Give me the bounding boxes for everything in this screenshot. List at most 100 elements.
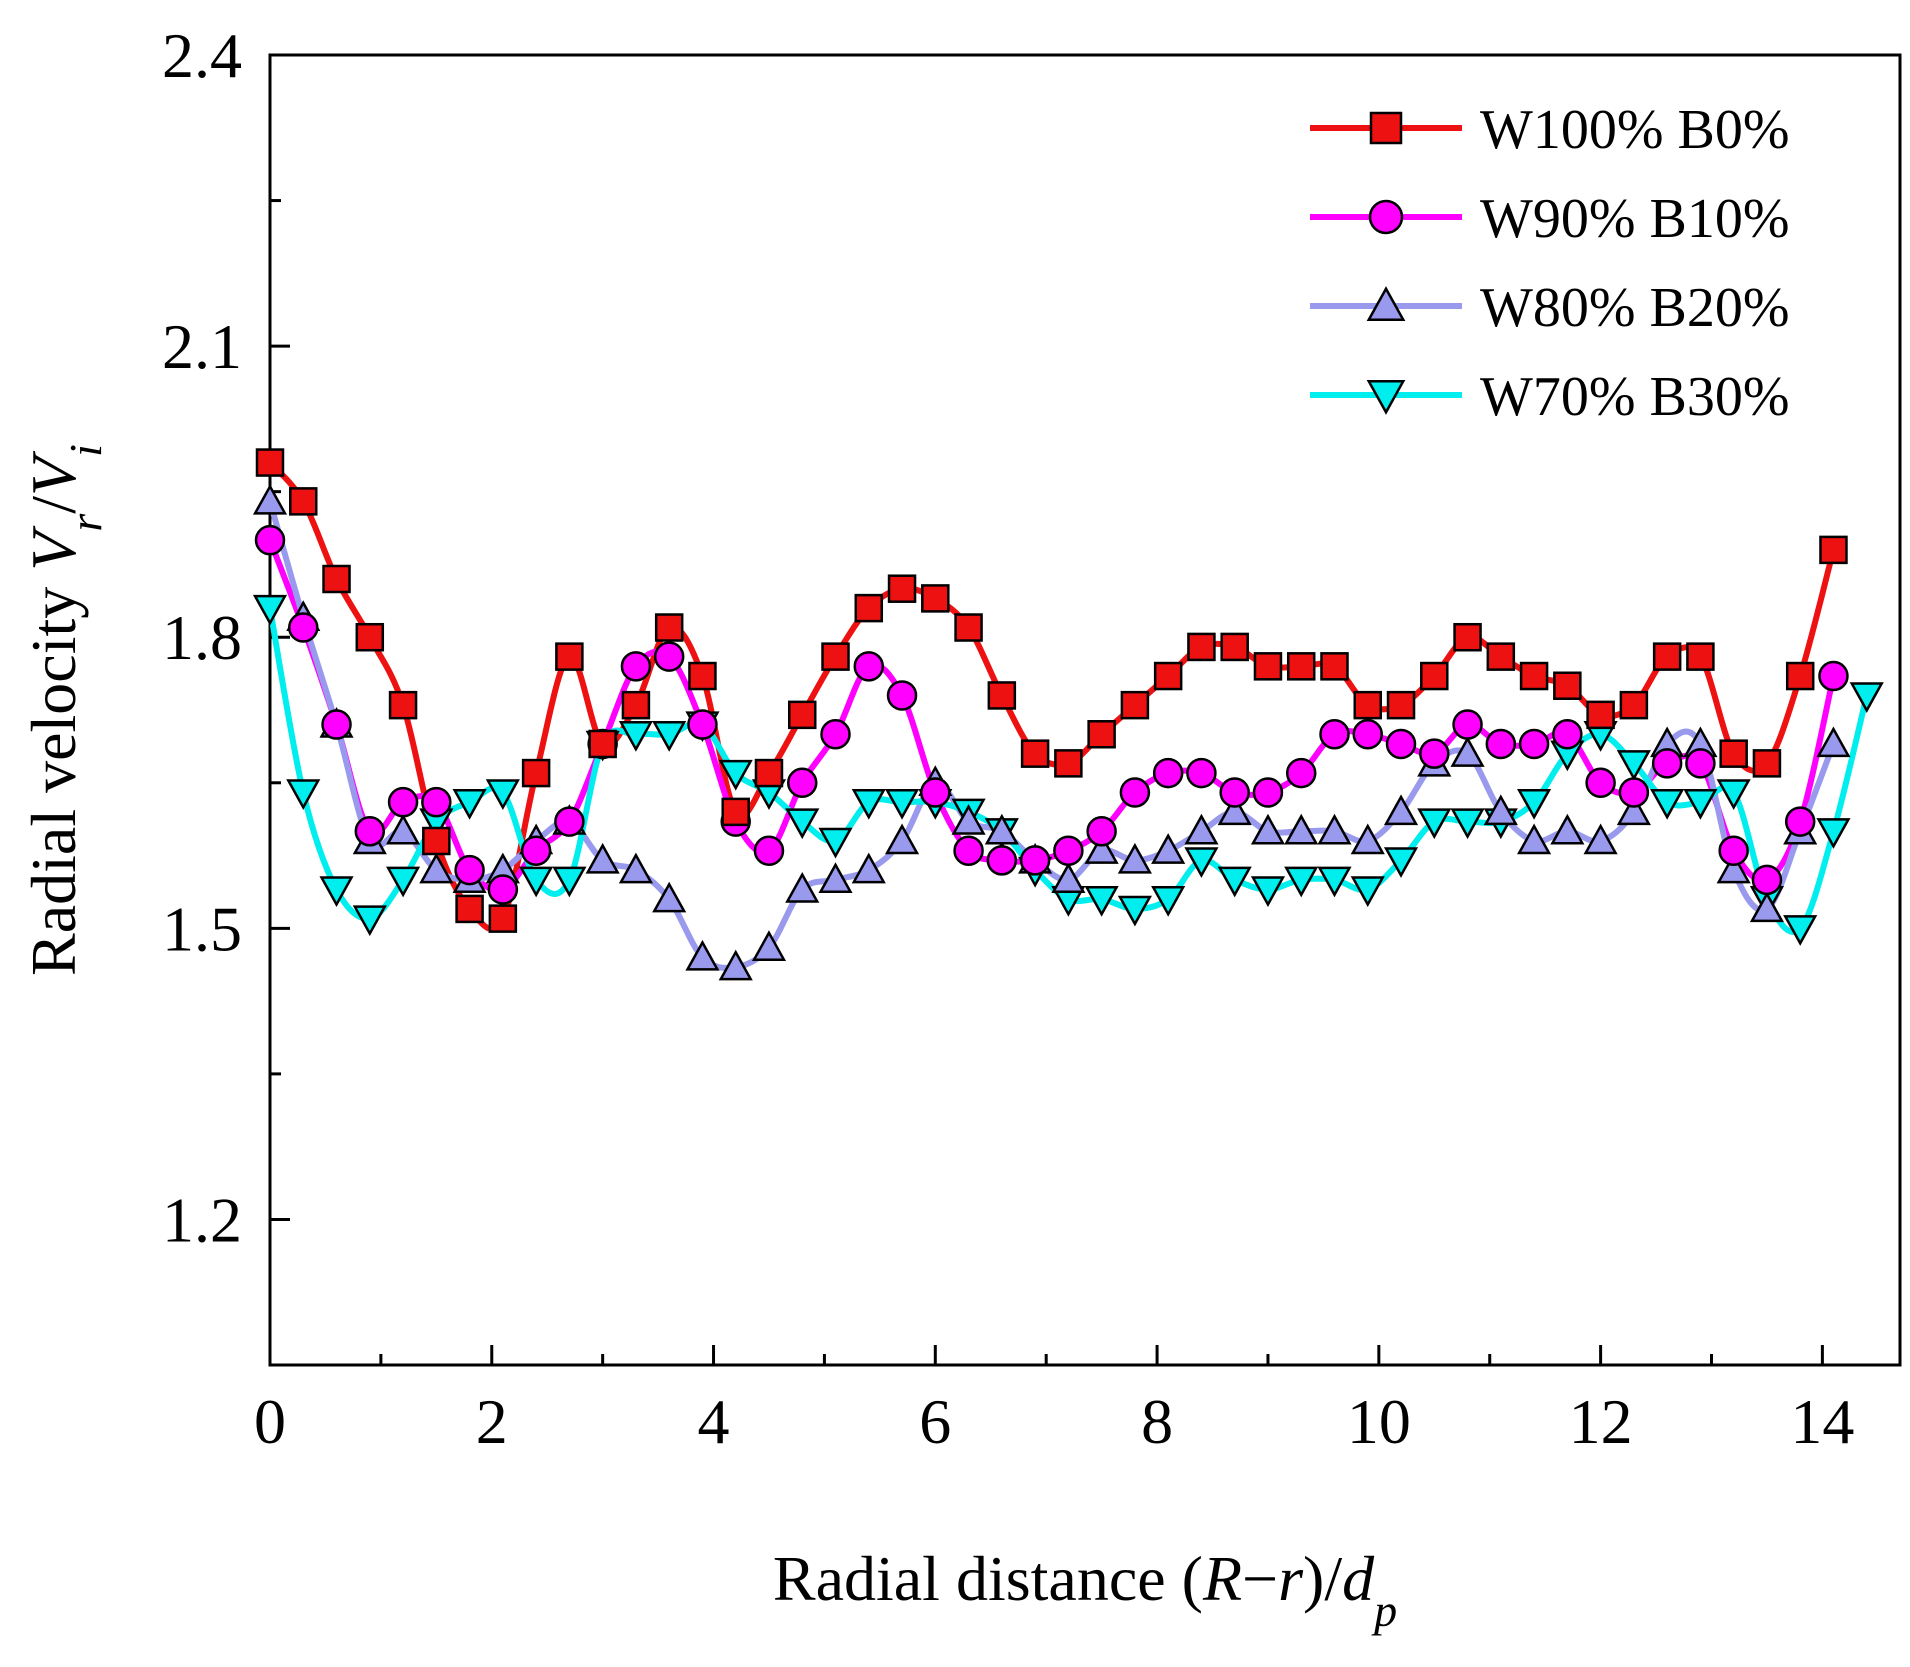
data-point-s1-16 <box>786 767 818 799</box>
data-point-s0-3 <box>355 622 385 652</box>
data-point-s3-4 <box>385 866 421 898</box>
data-point-s1-34 <box>1385 728 1417 760</box>
data-point-s0-32 <box>1320 652 1349 681</box>
data-point-s1-2 <box>321 709 352 740</box>
data-point-s0-46 <box>1785 661 1815 691</box>
x-tick-label: 14 <box>1790 1386 1854 1457</box>
data-point-s0-6 <box>455 894 484 924</box>
data-point-s0-15 <box>754 758 784 788</box>
data-point-s2-13 <box>685 939 720 971</box>
data-point-s0-5 <box>422 826 451 856</box>
data-point-s3-30 <box>1250 876 1286 908</box>
legend: W100% B0% W90% B10% W80% B20% W70% B30% <box>1310 99 1790 428</box>
subscript-part: r <box>60 513 111 532</box>
data-point-s3-14 <box>718 759 753 791</box>
data-point-s3-11 <box>618 721 653 752</box>
plot-frame <box>268 53 1902 1367</box>
data-point-s0-40 <box>1586 700 1615 730</box>
data-point-s2-44 <box>1716 852 1751 884</box>
data-point-s2-10 <box>585 842 620 874</box>
data-point-s1-21 <box>953 835 984 866</box>
data-point-s0-24 <box>1054 749 1083 778</box>
data-point-s3-26 <box>1117 895 1152 927</box>
data-point-s1-26 <box>1119 777 1151 808</box>
data-point-s2-36 <box>1450 736 1485 767</box>
data-point-s1-25 <box>1086 816 1117 847</box>
y-tick-label: 1.5 <box>162 893 242 964</box>
data-point-s0-25 <box>1087 720 1116 749</box>
data-point-s1-0 <box>254 524 286 556</box>
data-point-s2-15 <box>751 930 787 961</box>
label-part: Radial velocity <box>18 571 89 976</box>
data-point-s1-28 <box>1186 757 1217 789</box>
data-point-s1-35 <box>1419 738 1450 769</box>
data-point-s0-12 <box>654 613 684 642</box>
data-point-s0-37 <box>1486 642 1516 671</box>
data-point-s2-47 <box>1816 726 1851 758</box>
data-point-s2-25 <box>1084 833 1119 864</box>
data-point-s2-5 <box>419 852 454 884</box>
label-part: r <box>1278 1543 1304 1614</box>
x-tick-label: 2 <box>476 1386 508 1457</box>
data-point-s0-42 <box>1652 642 1682 671</box>
data-point-s2-18 <box>851 852 886 884</box>
data-point-s2-17 <box>818 862 853 894</box>
data-point-s3-19 <box>884 788 920 820</box>
data-point-s3-6 <box>452 788 487 820</box>
label-part: Radial distance ( <box>773 1543 1203 1614</box>
data-point-s1-4 <box>387 786 419 818</box>
legend-marker-1 <box>1368 199 1404 235</box>
data-point-s0-13 <box>688 661 717 691</box>
tick-labels: 0 2 4 6 8 10 12 14 1.2 1.5 1.8 2.1 2.4 <box>162 20 1854 1457</box>
label-part: R <box>1202 1543 1242 1614</box>
data-point-s0-17 <box>821 642 850 671</box>
data-point-s0-20 <box>921 584 950 613</box>
x-tick-label: 4 <box>698 1386 730 1457</box>
label-part: V <box>18 525 89 571</box>
data-point-s0-10 <box>588 729 617 759</box>
legend-label-2: W80% B20% <box>1480 277 1790 339</box>
data-point-s3-0 <box>252 594 288 626</box>
data-point-s0-47 <box>1819 535 1848 565</box>
data-point-s1-23 <box>1019 845 1051 876</box>
data-point-s1-17 <box>820 719 851 750</box>
data-point-s0-11 <box>621 690 651 720</box>
data-point-s1-36 <box>1452 709 1483 740</box>
data-point-s3-25 <box>1084 886 1119 917</box>
legend-marker-3 <box>1366 379 1406 415</box>
data-point-s0-39 <box>1553 671 1582 700</box>
data-point-s2-12 <box>652 881 687 913</box>
x-tick-label: 12 <box>1569 1386 1633 1457</box>
data-point-s0-23 <box>1020 739 1050 768</box>
data-point-s3-12 <box>652 721 687 752</box>
data-point-s1-46 <box>1784 806 1816 837</box>
data-point-s3-28 <box>1184 847 1219 878</box>
data-point-s0-45 <box>1752 749 1782 778</box>
data-point-s0-19 <box>887 574 917 603</box>
data-point-s0-44 <box>1719 739 1748 768</box>
subscript-part: p <box>1371 1585 1397 1636</box>
data-point-s2-29 <box>1217 794 1252 826</box>
data-point-s0-1 <box>289 487 318 516</box>
data-point-s1-45 <box>1751 864 1783 896</box>
data-point-s1-5 <box>421 786 452 818</box>
data-point-s3-43 <box>1683 788 1718 820</box>
data-point-s1-27 <box>1152 757 1184 789</box>
data-point-s0-22 <box>987 681 1017 710</box>
data-point-s3-16 <box>785 808 820 840</box>
data-point-s3-38 <box>1517 788 1552 820</box>
data-point-s0-28 <box>1187 632 1216 662</box>
data-point-s0-35 <box>1420 661 1449 691</box>
label-part: − <box>1242 1543 1278 1614</box>
data-point-s1-29 <box>1219 777 1250 808</box>
data-point-s0-30 <box>1253 652 1283 681</box>
data-point-s3-35 <box>1417 808 1452 840</box>
data-point-s2-22 <box>984 813 1019 845</box>
data-point-s1-9 <box>554 806 585 837</box>
data-point-s1-42 <box>1651 748 1683 779</box>
data-point-s0-27 <box>1153 661 1183 691</box>
data-point-s3-2 <box>319 876 354 908</box>
data-point-s2-31 <box>1284 813 1319 845</box>
data-point-s0-31 <box>1286 652 1316 681</box>
data-point-s1-15 <box>753 835 785 866</box>
